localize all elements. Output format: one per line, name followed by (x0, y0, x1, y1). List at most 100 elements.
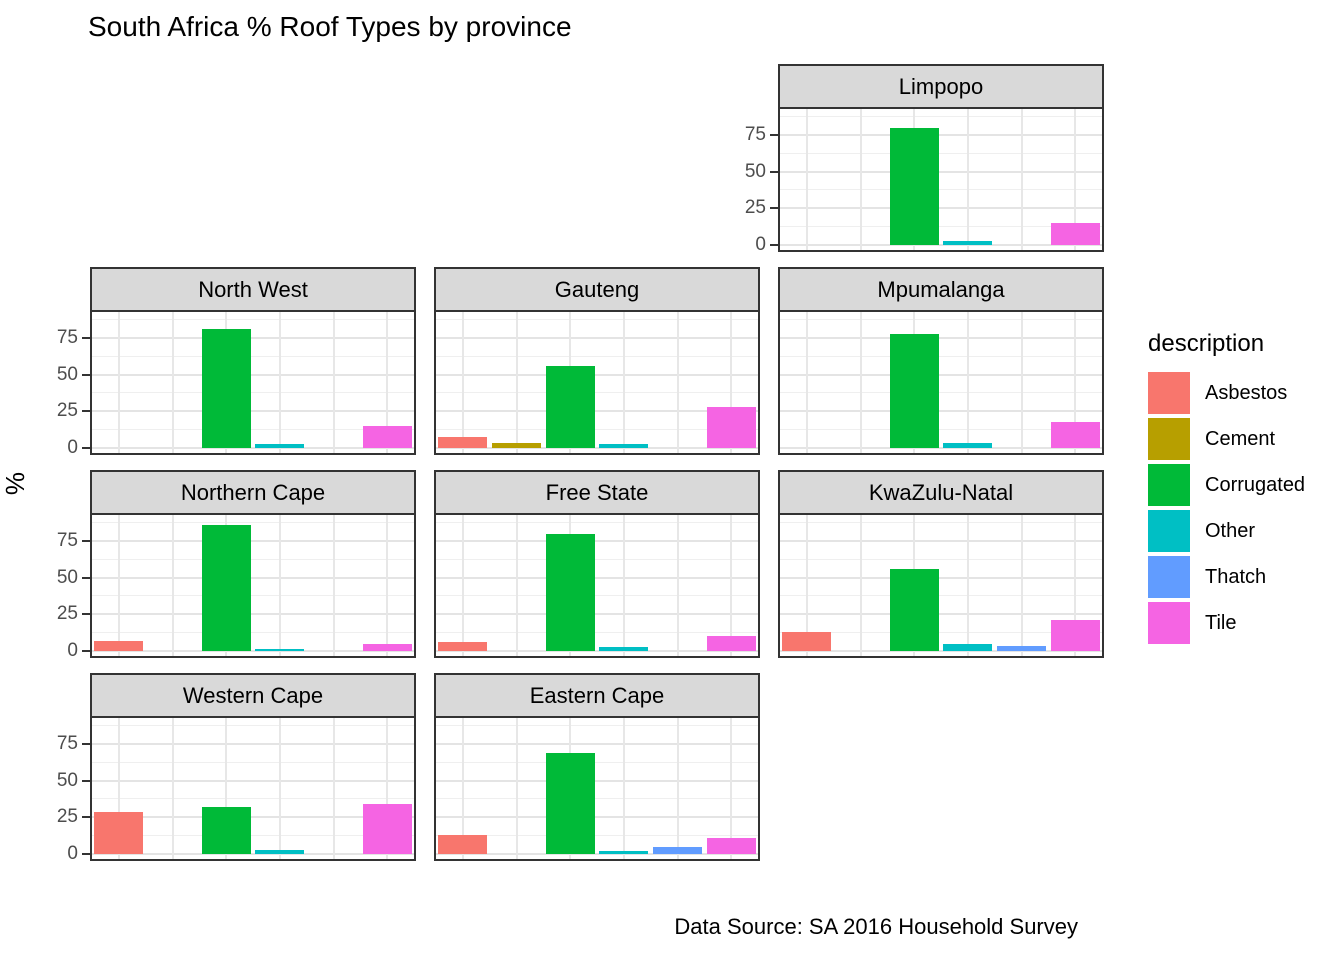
facet-strip-eastern-cape: Eastern Cape (434, 673, 760, 718)
gridline-vertical (117, 515, 120, 656)
y-tick-mark (770, 133, 778, 136)
gridline-vertical (966, 515, 969, 656)
gridline-vertical (278, 718, 281, 859)
bar-other (255, 443, 305, 448)
gridline-major (92, 576, 414, 579)
bar-other (255, 648, 305, 651)
gridline-major (92, 613, 414, 616)
bar-tile (706, 837, 756, 854)
y-tick-label: 0 (67, 437, 78, 458)
y-tick-label: 25 (56, 806, 78, 828)
legend-swatch-thatch (1148, 556, 1190, 598)
gridline-major (436, 410, 758, 413)
gridline-minor (92, 595, 414, 597)
bar-tile (706, 406, 756, 448)
gridline-minor (436, 558, 758, 560)
gridline-vertical (676, 515, 679, 656)
legend-swatch-cement (1148, 418, 1190, 460)
gridline-minor (436, 798, 758, 800)
gridline-vertical (386, 515, 389, 656)
gridline-major (92, 447, 414, 449)
gridline-minor (92, 355, 414, 357)
facet-strip-free-state: Free State (434, 470, 760, 515)
bar-cement (492, 442, 541, 448)
facet-western-cape: Western Cape 0 25 50 75 (57, 673, 416, 864)
gridline-minor (780, 595, 1102, 597)
legend-item-asbestos: Asbestos (1148, 370, 1305, 416)
bar-other (943, 644, 993, 651)
bar-tile (362, 426, 412, 448)
gridline-vertical (461, 515, 464, 656)
bar-tile (706, 635, 756, 651)
facet-eastern-cape: Eastern Cape (434, 673, 760, 861)
bar-corrugated (201, 329, 251, 448)
gridline-major (92, 410, 414, 413)
gridline-major (436, 853, 758, 855)
gridline-major (780, 336, 1102, 339)
y-tick-label: 75 (56, 732, 78, 754)
bar-thatch (653, 847, 702, 854)
facet-panel-mpumalanga (778, 312, 1104, 455)
legend-label: Cement (1205, 427, 1276, 450)
caption: Data Source: SA 2016 Household Survey (674, 914, 1078, 939)
legend-item-corrugated: Corrugated (1148, 462, 1305, 508)
gridline-major (780, 244, 1102, 246)
gridline-major (436, 373, 758, 376)
gridline-vertical (676, 718, 679, 859)
facet-strip-kwazulu-natal: KwaZulu-Natal (778, 470, 1104, 515)
y-tick-label: 50 (744, 160, 766, 182)
gridline-vertical (805, 109, 808, 250)
facet-northern-cape: Northern Cape 0 25 50 75 (57, 470, 416, 661)
facet-title: Mpumalanga (877, 276, 1005, 302)
bar-other (599, 647, 649, 651)
gridline-major (780, 373, 1102, 376)
y-tick-mark (82, 576, 90, 579)
facet-strip-northern-cape: Northern Cape (90, 470, 416, 515)
gridline-vertical (1020, 312, 1023, 453)
gridline-minor (92, 392, 414, 394)
gridline-major (780, 539, 1102, 542)
gridline-major (92, 816, 414, 819)
facet-strip-gauteng: Gauteng (434, 267, 760, 312)
y-tick-mark (82, 539, 90, 542)
gridline-vertical (278, 515, 281, 656)
gridline-minor (436, 522, 758, 524)
gridline-minor (92, 835, 414, 837)
bar-thatch (997, 645, 1046, 651)
y-tick-label: 50 (56, 363, 78, 385)
gridline-minor (92, 319, 414, 321)
legend-label: Asbestos (1205, 381, 1288, 404)
gridline-vertical (515, 312, 518, 453)
gridline-minor (92, 558, 414, 560)
gridline-vertical (332, 718, 335, 859)
facet-mpumalanga: Mpumalanga (778, 267, 1104, 455)
facet-panel-kwazulu-natal (778, 515, 1104, 658)
facet-strip-mpumalanga: Mpumalanga (778, 267, 1104, 312)
gridline-minor (436, 595, 758, 597)
y-axis-label: % (0, 471, 31, 496)
bar-other (599, 443, 649, 448)
facet-title: Limpopo (898, 73, 984, 99)
gridline-vertical (171, 718, 174, 859)
bar-tile (1050, 620, 1100, 651)
bar-corrugated (201, 524, 251, 651)
y-tick-label: 0 (67, 843, 78, 864)
gridline-major (780, 613, 1102, 616)
facet-title: Northern Cape (180, 479, 326, 505)
gridline-minor (436, 319, 758, 321)
gridline-vertical (805, 312, 808, 453)
gridline-minor (780, 319, 1102, 321)
gridline-vertical (117, 312, 120, 453)
y-tick-label: 0 (755, 234, 766, 255)
y-tick-mark (770, 170, 778, 173)
bar-corrugated (889, 568, 939, 651)
gridline-vertical (1020, 515, 1023, 656)
gridline-minor (436, 725, 758, 727)
legend-item-cement: Cement (1148, 416, 1305, 462)
gridline-major (92, 539, 414, 542)
gridline-vertical (515, 718, 518, 859)
facet-title: Free State (545, 479, 649, 505)
gridline-vertical (461, 718, 464, 859)
gridline-vertical (676, 312, 679, 453)
gridline-vertical (386, 312, 389, 453)
